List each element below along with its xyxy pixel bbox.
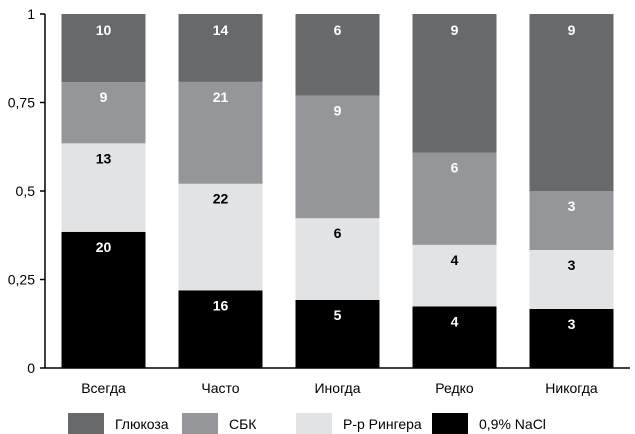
y-tick-label: 0,5 — [16, 183, 36, 199]
data-label: 9 — [100, 89, 108, 105]
bar-segment — [412, 306, 497, 368]
bar-segment — [529, 309, 614, 368]
bar-segment — [412, 152, 497, 245]
bar-segment — [61, 231, 146, 368]
bar-segment — [178, 81, 263, 184]
data-label: 9 — [568, 22, 576, 38]
legend-label: СБК — [229, 416, 257, 432]
bar-segment — [529, 14, 614, 191]
data-label: 6 — [334, 22, 342, 38]
data-label: 22 — [213, 191, 229, 207]
legend-swatch — [432, 413, 468, 434]
bar-segment — [61, 82, 146, 144]
data-label: 21 — [213, 89, 229, 105]
data-label: 3 — [568, 257, 576, 273]
segment-labels-group: 20 13 9 10 16 22 21 14 5 6 9 6 4 4 6 9 3 3 3 9 — [96, 22, 576, 332]
bar-segment — [61, 14, 146, 83]
data-label: 20 — [96, 239, 112, 255]
bar-segment — [61, 143, 146, 232]
legend-swatch — [182, 413, 218, 434]
bars-group — [61, 14, 614, 368]
bar-segment — [529, 250, 614, 309]
y-tick-label: 0 — [27, 360, 35, 376]
bar-segment — [178, 183, 263, 291]
bar-segment — [295, 95, 380, 219]
data-label: 4 — [451, 252, 459, 268]
y-tick-label: 0,25 — [8, 272, 35, 288]
y-tick-label: 0,75 — [8, 95, 35, 111]
legend-label: 0,9% NaCl — [479, 416, 546, 432]
data-label: 6 — [334, 225, 342, 241]
x-tick-label: Иногда — [314, 380, 360, 396]
bar-segment — [529, 191, 614, 250]
data-label: 14 — [213, 22, 229, 38]
legend: Глюкоза СБК Р-р Рингера 0,9% NaCl — [68, 413, 546, 434]
legend-swatch — [68, 413, 104, 434]
data-label: 16 — [213, 297, 229, 313]
data-label: 6 — [451, 160, 459, 176]
bar-segment — [295, 14, 380, 96]
data-label: 13 — [96, 150, 112, 166]
x-tick-label: Часто — [201, 380, 239, 396]
bar-segment — [178, 14, 263, 82]
x-tick-label: Редко — [435, 380, 474, 396]
x-axis-labels: Всегда Часто Иногда Редко Никогда — [81, 380, 598, 396]
bar-segment — [412, 14, 497, 153]
data-label: 9 — [451, 22, 459, 38]
bar-segment — [295, 299, 380, 368]
data-label: 5 — [334, 307, 342, 323]
bar-segment — [295, 218, 380, 300]
data-label: 10 — [96, 22, 112, 38]
data-label: 9 — [334, 103, 342, 119]
legend-swatch — [296, 413, 332, 434]
x-tick-label: Никогда — [545, 380, 598, 396]
bar-segment — [412, 244, 497, 307]
bar-segment — [178, 290, 263, 368]
x-tick-label: Всегда — [81, 380, 126, 396]
data-label: 4 — [451, 313, 459, 329]
data-label: 3 — [568, 316, 576, 332]
y-axis-ticks: 0 0,25 0,5 0,75 1 — [8, 6, 45, 376]
legend-label: Р-р Рингера — [343, 416, 422, 432]
data-label: 3 — [568, 198, 576, 214]
y-tick-label: 1 — [27, 6, 35, 22]
legend-label: Глюкоза — [115, 416, 169, 432]
